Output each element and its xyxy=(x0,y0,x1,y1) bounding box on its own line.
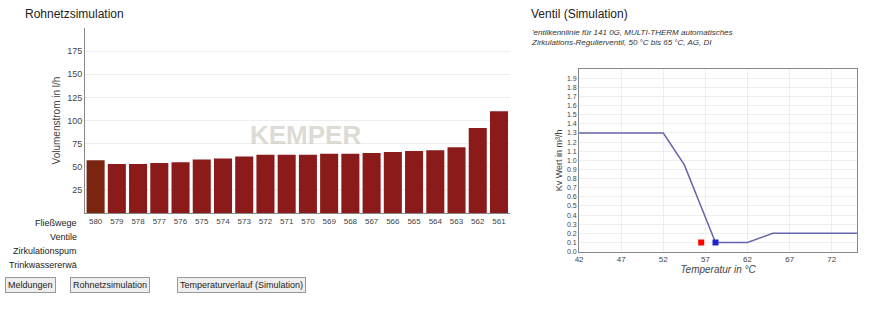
svg-text:576: 576 xyxy=(174,217,188,226)
svg-text:1.3: 1.3 xyxy=(567,129,577,136)
svg-text:Ventil (Simulation): Ventil (Simulation) xyxy=(531,7,628,21)
svg-text:572: 572 xyxy=(259,217,273,226)
svg-text:578: 578 xyxy=(131,217,145,226)
svg-text:569: 569 xyxy=(322,217,336,226)
svg-text:Zirkulationspum: Zirkulationspum xyxy=(13,246,77,256)
svg-text:0.0: 0.0 xyxy=(567,248,577,255)
svg-text:573: 573 xyxy=(238,217,252,226)
svg-text:42: 42 xyxy=(575,255,584,264)
svg-text:100: 100 xyxy=(67,116,82,126)
svg-text:1.7: 1.7 xyxy=(567,93,577,100)
svg-text:50: 50 xyxy=(72,162,82,172)
svg-text:Temperaturverlauf (Simulation): Temperaturverlauf (Simulation) xyxy=(180,280,303,290)
svg-text:Rohnetzsimulation: Rohnetzsimulation xyxy=(73,280,147,290)
svg-text:Trinkwassererwä: Trinkwassererwä xyxy=(9,260,77,270)
svg-text:75: 75 xyxy=(72,139,82,149)
svg-text:Meldungen: Meldungen xyxy=(8,280,53,290)
svg-text:KEMPER: KEMPER xyxy=(250,120,361,150)
svg-text:564: 564 xyxy=(429,217,443,226)
svg-text:Temperatur in °C: Temperatur in °C xyxy=(680,264,756,275)
svg-text:561: 561 xyxy=(492,217,506,226)
svg-text:Volumenstrom in l/h: Volumenstrom in l/h xyxy=(51,77,62,165)
svg-text:0.4: 0.4 xyxy=(567,212,577,219)
svg-text:0.9: 0.9 xyxy=(567,166,577,173)
svg-text:1.5: 1.5 xyxy=(567,111,577,118)
svg-text:580: 580 xyxy=(89,217,103,226)
svg-text:62: 62 xyxy=(743,255,752,264)
svg-text:1.4: 1.4 xyxy=(567,120,577,127)
svg-text:150: 150 xyxy=(67,69,82,79)
svg-text:567: 567 xyxy=(365,217,379,226)
svg-text:52: 52 xyxy=(659,255,668,264)
svg-text:1.8: 1.8 xyxy=(567,84,577,91)
svg-text:1.6: 1.6 xyxy=(567,102,577,109)
svg-text:0.3: 0.3 xyxy=(567,221,577,228)
svg-text:Rohnetzsimulation: Rohnetzsimulation xyxy=(25,7,124,21)
svg-text:72: 72 xyxy=(827,255,836,264)
svg-text:566: 566 xyxy=(386,217,400,226)
svg-text:'entilkennlinie für 141 0G, MU: 'entilkennlinie für 141 0G, MULTI-THERM … xyxy=(531,28,733,47)
svg-text:579: 579 xyxy=(110,217,124,226)
svg-text:Kv Wert in m³/h: Kv Wert in m³/h xyxy=(554,129,564,191)
svg-text:577: 577 xyxy=(153,217,167,226)
svg-text:565: 565 xyxy=(407,217,421,226)
svg-text:67: 67 xyxy=(785,255,794,264)
svg-text:563: 563 xyxy=(450,217,464,226)
svg-text:57: 57 xyxy=(701,255,710,264)
svg-text:0.1: 0.1 xyxy=(567,239,577,246)
svg-text:1.9: 1.9 xyxy=(567,75,577,82)
svg-text:575: 575 xyxy=(195,217,209,226)
svg-text:574: 574 xyxy=(216,217,230,226)
svg-text:570: 570 xyxy=(301,217,315,226)
svg-text:0.5: 0.5 xyxy=(567,202,577,209)
svg-text:0.2: 0.2 xyxy=(567,230,577,237)
svg-text:Ventile: Ventile xyxy=(50,232,77,242)
svg-text:Fließwege: Fließwege xyxy=(35,218,77,228)
svg-text:125: 125 xyxy=(67,93,82,103)
svg-text:175: 175 xyxy=(67,46,82,56)
svg-text:25: 25 xyxy=(72,185,82,195)
svg-text:1.2: 1.2 xyxy=(567,139,577,146)
svg-text:0.7: 0.7 xyxy=(567,184,577,191)
svg-text:562: 562 xyxy=(471,217,485,226)
svg-text:47: 47 xyxy=(617,255,626,264)
svg-text:0.6: 0.6 xyxy=(567,193,577,200)
svg-text:1.1: 1.1 xyxy=(567,148,577,155)
svg-text:0.8: 0.8 xyxy=(567,175,577,182)
svg-text:1.0: 1.0 xyxy=(567,157,577,164)
svg-text:568: 568 xyxy=(344,217,358,226)
svg-text:571: 571 xyxy=(280,217,294,226)
